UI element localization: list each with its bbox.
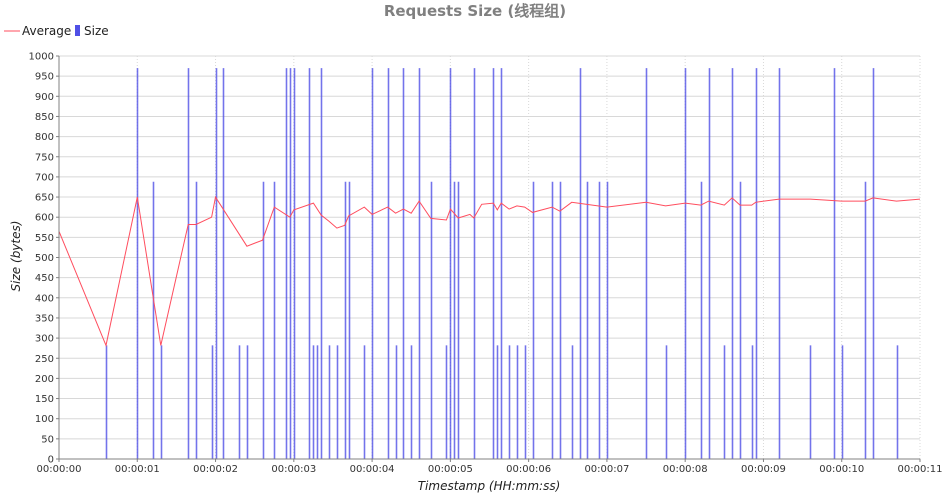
x-tick-labels: 00:00:00 00:00:01 00:00:02 00:00:03 00:00:04… [37,459,943,475]
y-tick-label: 800 [35,132,54,143]
y-axis-label: Size (bytes) [9,221,23,292]
chart-title: Requests Size (线程组) [384,2,566,20]
x-tick-label: 00:00:01 [115,464,160,475]
legend-average-label: Average [22,24,71,38]
y-tick-label: 450 [35,273,54,284]
legend-size-swatch [75,25,80,36]
y-tick-label: 50 [41,434,54,445]
y-tick-label: 750 [35,152,54,163]
legend-size-label: Size [84,24,109,38]
x-tick-label: 00:00:03 [271,464,316,475]
x-tick-label: 00:00:05 [428,464,473,475]
y-tick-labels: 0 50 100 150 200 250 300 350 400 450 500 550 600 650 7… [29,52,59,466]
y-tick-label: 500 [35,253,54,264]
average-line [58,195,921,348]
y-tick-label: 300 [35,334,54,345]
y-tick-label: 1000 [29,52,54,63]
y-tick-label: 950 [35,72,54,83]
size-bars [105,68,899,459]
y-tick-label: 250 [35,354,54,365]
average-series-line [58,195,921,348]
y-tick-label: 200 [35,374,54,385]
x-tick-label: 00:00:06 [506,464,551,475]
x-tick-label: 00:00:10 [819,464,864,475]
y-tick-label: 150 [35,394,54,405]
x-tick-label: 00:00:07 [584,464,629,475]
y-tick-label: 100 [35,414,54,425]
x-tick-label: 00:00:11 [898,464,943,475]
y-tick-label: 600 [35,213,54,224]
y-tick-label: 900 [35,92,54,103]
y-tick-label: 0 [48,455,54,466]
y-tick-label: 850 [35,112,54,123]
y-tick-label: 650 [35,193,54,204]
y-tick-label: 350 [35,313,54,324]
y-tick-label: 700 [35,172,54,183]
x-tick-label: 00:00:04 [350,464,395,475]
y-tick-label: 550 [35,233,54,244]
x-tick-label: 00:00:00 [37,464,82,475]
x-tick-label: 00:00:09 [741,464,786,475]
x-tick-label: 00:00:02 [193,464,238,475]
x-axis-label: Timestamp (HH:mm:ss) [418,479,561,493]
x-tick-label: 00:00:08 [663,464,708,475]
y-tick-label: 400 [35,293,54,304]
legend: Average Size [4,24,109,38]
